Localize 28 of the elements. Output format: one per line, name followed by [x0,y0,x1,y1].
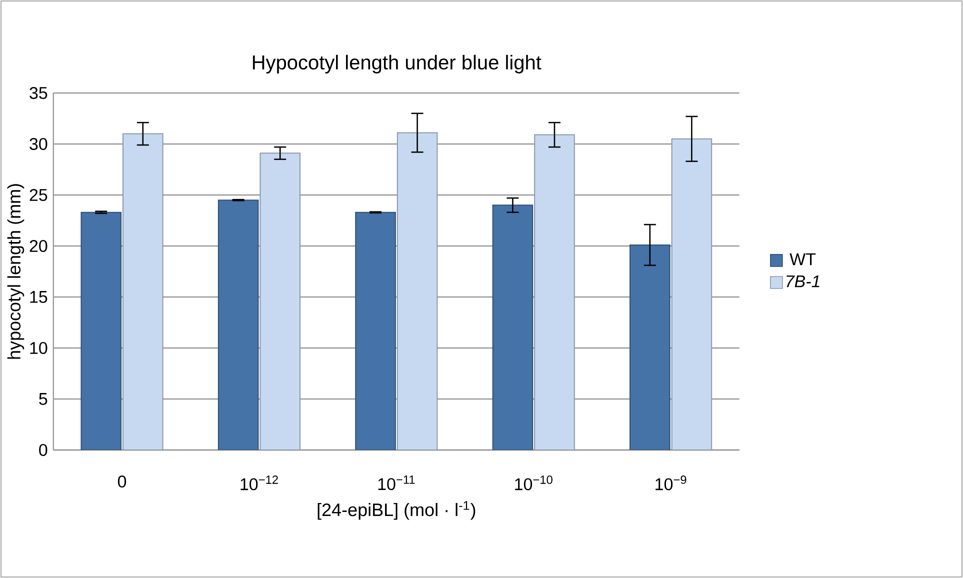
y-tick-label: 15 [30,291,48,303]
bar [260,152,300,450]
y-tick-label: 35 [30,86,48,100]
y-tick-label: 5 [39,393,48,405]
bar [80,212,122,450]
legend-label: WT [790,253,816,266]
chart-title: Hypocotyl length under blue light [252,54,542,74]
x-tick-label: 10$^{−11}$ [378,476,415,490]
x-axis-title: [24-epiBL] (mol · l$^{-1}$) [318,501,476,520]
bar [671,138,712,450]
y-axis-title: hypocotyl length (mm) [7,184,24,359]
y-tick-label: 0 [39,444,48,456]
bar [396,132,438,450]
x-tick-label: 10$^{−9}$ [656,476,686,490]
x-tick-label: 10$^{−10}$ [515,476,552,490]
bar [630,244,670,450]
bar [492,204,534,450]
bar [534,134,575,450]
y-tick-label: 20 [30,240,48,252]
bar [122,133,164,450]
y-tick-label: 10 [30,342,48,354]
x-tick-label: 0 [118,476,126,488]
bar [355,212,396,450]
bar [218,200,259,450]
legend-label: 7B-1 [786,275,820,288]
y-tick-label: 30 [30,138,48,150]
y-tick-label: 25 [30,188,48,202]
x-tick-label: 10$^{−12}$ [240,476,278,490]
